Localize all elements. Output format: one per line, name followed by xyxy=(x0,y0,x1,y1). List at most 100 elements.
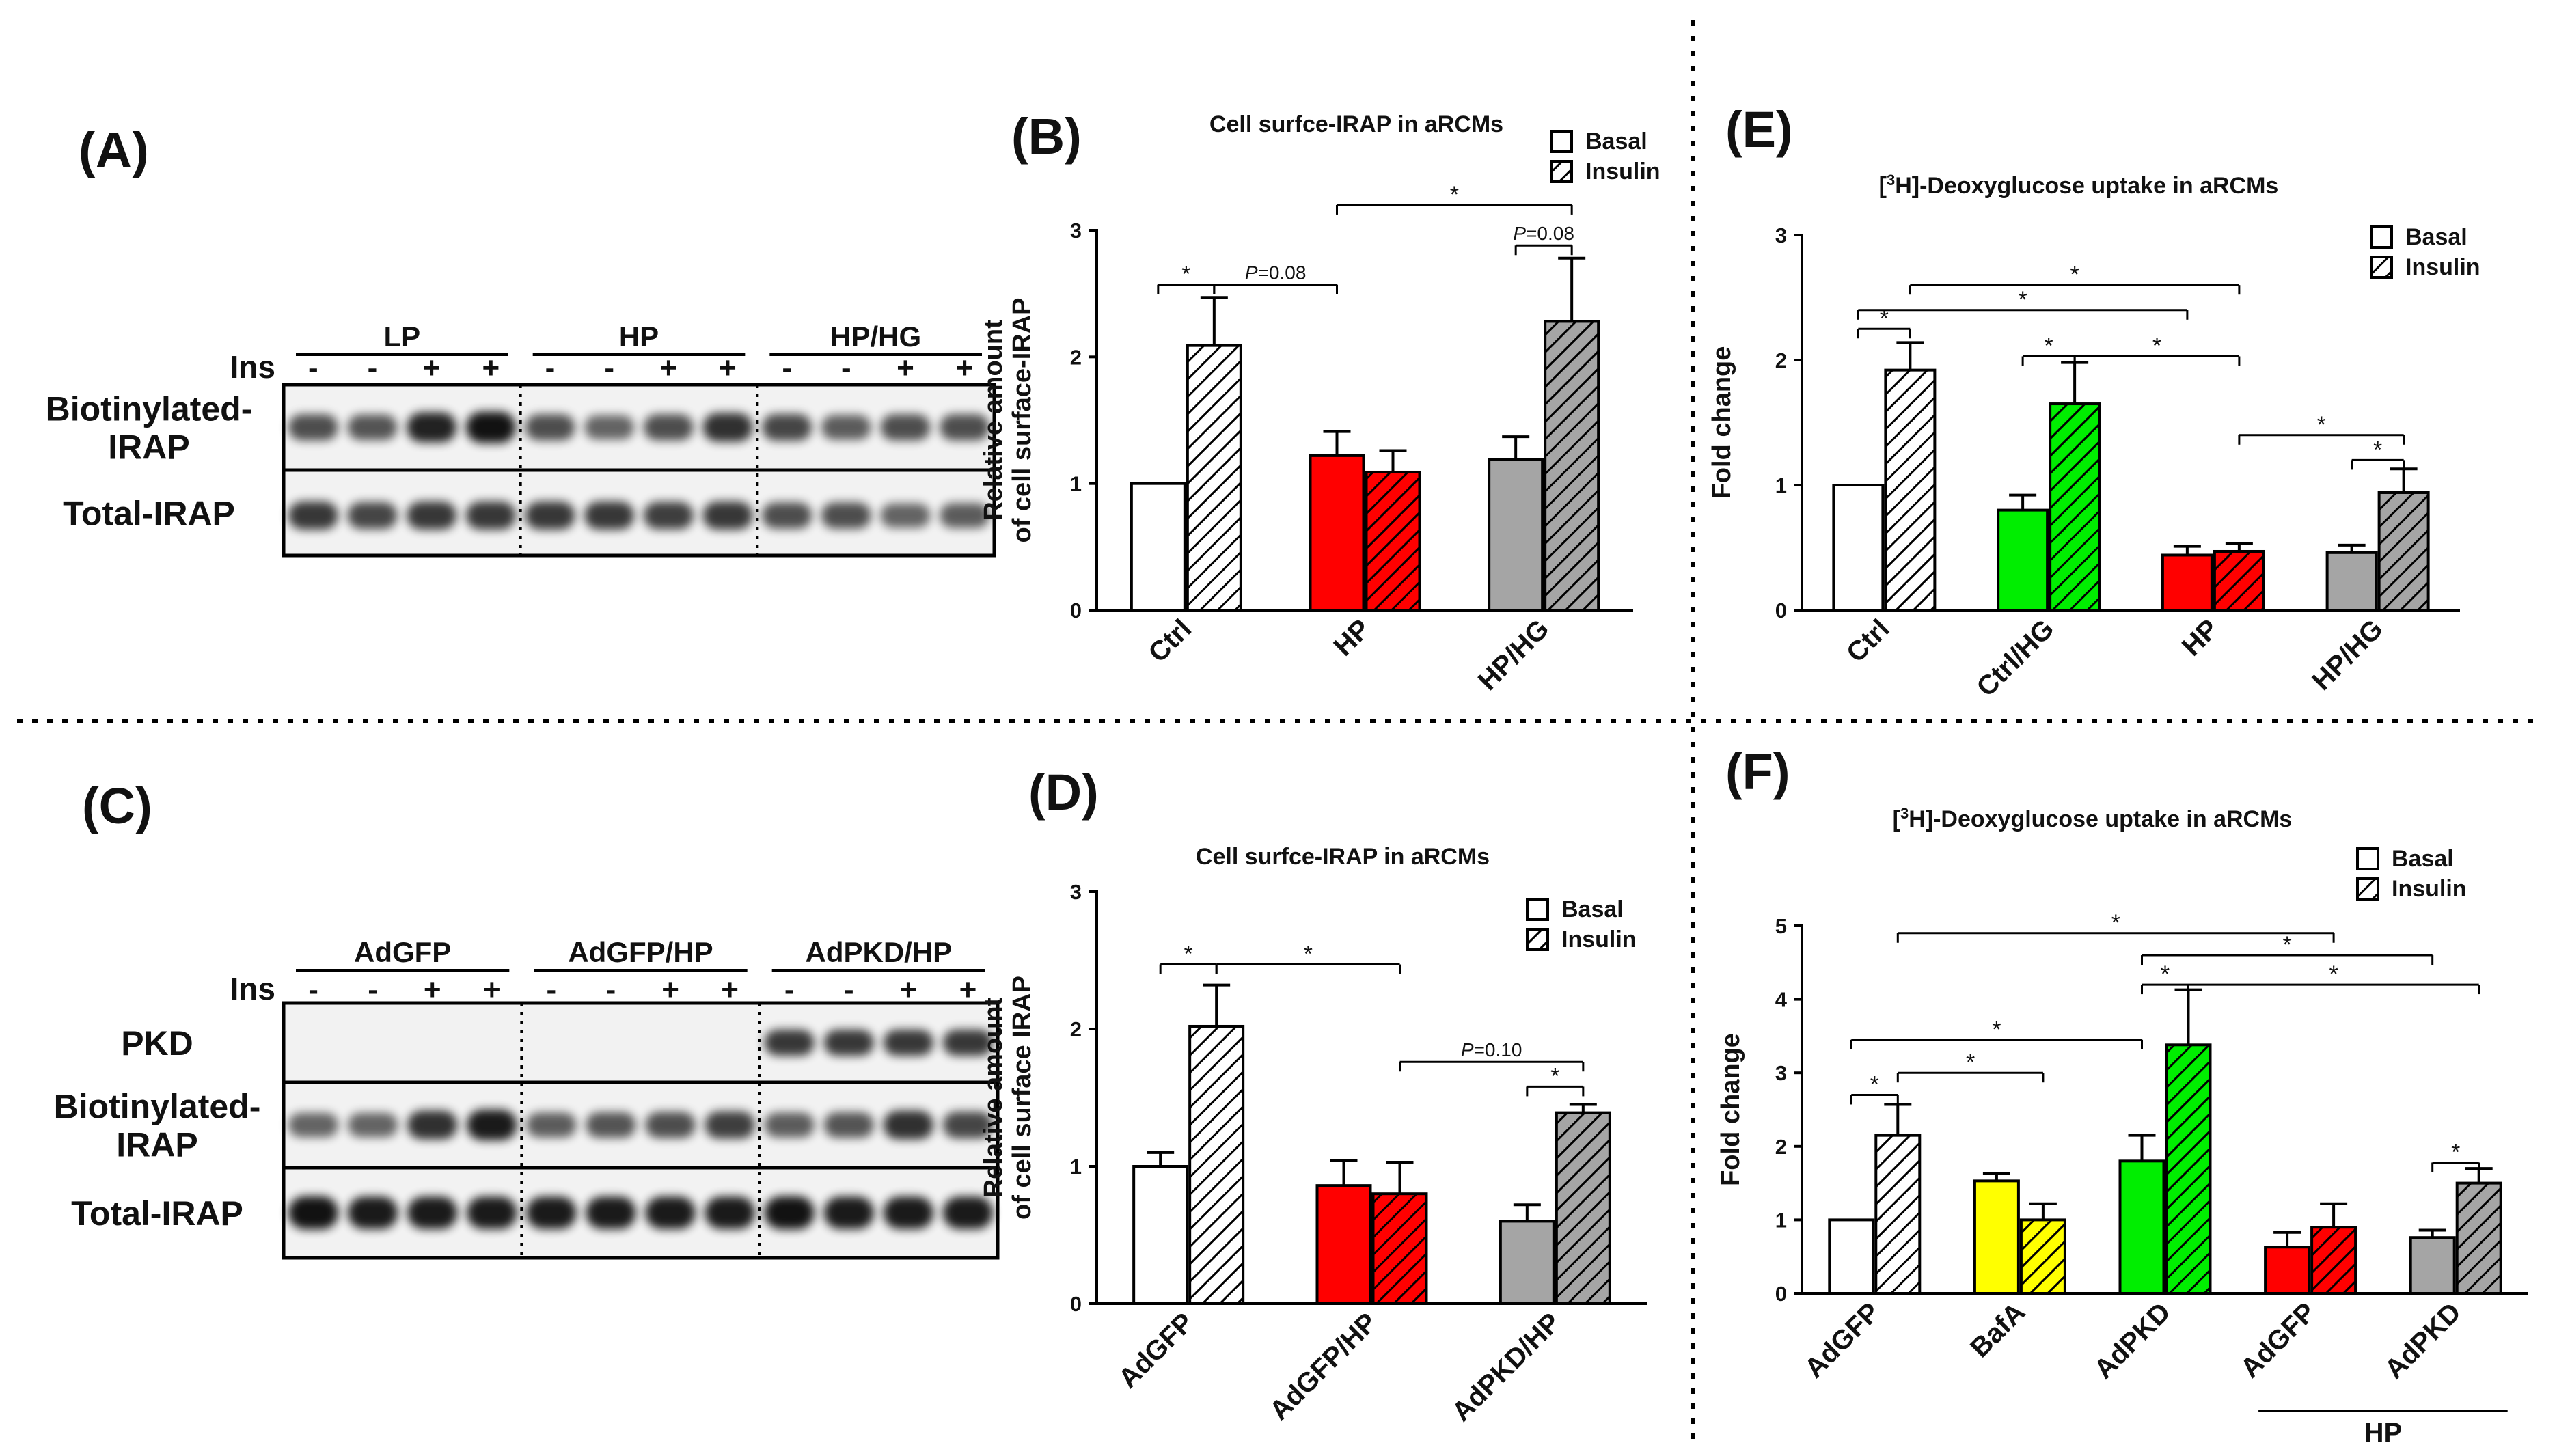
significance-label: * xyxy=(1304,942,1313,967)
category-label: AdPKD xyxy=(2088,1297,2176,1385)
bar-basal xyxy=(1130,482,1186,612)
bar-insulin xyxy=(1188,1024,1245,1305)
legend-swatch xyxy=(2370,225,2393,249)
blot-band xyxy=(526,1112,577,1138)
blot-row-label: Biotinylated- xyxy=(54,1088,261,1126)
bar-insulin xyxy=(1186,344,1242,612)
ins-sign: + xyxy=(423,351,441,385)
blot-band xyxy=(823,1196,874,1229)
ins-sign: + xyxy=(482,351,500,385)
bar-basal xyxy=(2161,553,2213,612)
significance-label: * xyxy=(2282,932,2291,958)
category-label: HP xyxy=(1328,614,1376,661)
bar-basal xyxy=(2409,1236,2456,1295)
ins-sign: + xyxy=(900,973,918,1006)
blot-band xyxy=(762,413,812,441)
y-axis-label: Fold change xyxy=(1717,1033,1745,1186)
blot-band xyxy=(643,502,694,530)
ins-sign: - xyxy=(308,973,318,1006)
bar-basal xyxy=(1488,458,1544,612)
legend-swatch xyxy=(1526,928,1549,951)
y-tick-label: 5 xyxy=(1775,914,1787,938)
ins-sign: - xyxy=(545,351,556,385)
bar-insulin xyxy=(2019,1218,2066,1295)
significance-label: * xyxy=(1181,262,1190,288)
legend-label: Basal xyxy=(2405,224,2467,250)
panel-label-f: (F) xyxy=(1725,743,1790,800)
y-tick-label: 2 xyxy=(1070,345,1082,369)
ins-sign: - xyxy=(368,973,378,1006)
blot-band xyxy=(942,1111,994,1139)
significance-label: * xyxy=(2111,910,2120,936)
blot-band xyxy=(584,501,635,530)
blot-band xyxy=(526,1196,577,1229)
significance-label: * xyxy=(2317,412,2326,438)
ins-sign: + xyxy=(659,351,677,385)
blot-band xyxy=(823,1029,874,1056)
blot-band xyxy=(586,1196,636,1229)
blot-row-label: Total-IRAP xyxy=(71,1194,243,1233)
significance-label: * xyxy=(2161,961,2170,987)
ins-sign: + xyxy=(897,351,914,385)
significance-label: P=0.10 xyxy=(1461,1039,1522,1060)
ins-sign: + xyxy=(424,973,441,1006)
panel-label-b: (B) xyxy=(1011,108,1082,165)
significance-label: P=0.08 xyxy=(1513,223,1574,244)
y-tick-label: 1 xyxy=(1070,1155,1082,1179)
ins-sign: - xyxy=(604,351,614,385)
bar-basal xyxy=(1499,1220,1555,1306)
panel-label-c: (C) xyxy=(82,778,152,834)
y-tick-label: 0 xyxy=(1070,1292,1082,1316)
blot-band xyxy=(288,501,338,530)
bar-insulin xyxy=(2310,1226,2357,1295)
y-tick-label: 0 xyxy=(1775,599,1787,622)
chart-title: Cell surfce-IRAP in aRCMs xyxy=(1196,844,1490,870)
blot-group-label: LP xyxy=(383,320,420,353)
bar-basal xyxy=(2118,1159,2165,1295)
bar-basal xyxy=(2325,551,2378,612)
blot-band xyxy=(348,1196,398,1229)
category-label: AdGFP/HP xyxy=(1264,1307,1383,1426)
significance-label: * xyxy=(1450,182,1459,208)
ins-sign: - xyxy=(784,973,795,1006)
chart-title: Cell surfce-IRAP in aRCMs xyxy=(1209,111,1503,137)
y-axis-label: Fold change xyxy=(1708,346,1736,499)
category-label: Ctrl/HG xyxy=(1971,614,2060,702)
category-label: AdPKD/HP xyxy=(1447,1307,1567,1427)
chart-title: [3H]-Deoxyglucose uptake in aRCMs xyxy=(1879,171,2279,200)
ins-sign: - xyxy=(547,973,557,1006)
ins-sign: + xyxy=(956,351,974,385)
y-axis-label: Relative amount xyxy=(979,997,1008,1198)
title-superscript: 3 xyxy=(1887,171,1895,189)
ins-sign: + xyxy=(959,973,977,1006)
category-label: Ctrl xyxy=(1841,614,1896,668)
blot-group-label: AdGFP xyxy=(354,936,451,968)
blot-band xyxy=(764,1196,815,1230)
significance-label: * xyxy=(1184,942,1193,967)
y-tick-label: 1 xyxy=(1070,472,1082,496)
blot-band xyxy=(883,1029,933,1056)
blot-group-label: AdPKD/HP xyxy=(805,936,952,968)
ins-label: Ins xyxy=(230,971,275,1006)
blot-band xyxy=(288,1112,339,1138)
y-tick-label: 2 xyxy=(1070,1017,1082,1041)
blot-band xyxy=(288,414,338,441)
y-tick-label: 2 xyxy=(1775,348,1787,372)
y-tick-label: 0 xyxy=(1070,599,1082,622)
y-tick-label: 3 xyxy=(1775,223,1787,247)
blot-band xyxy=(940,503,990,528)
title-rest: H]-Deoxyglucose uptake in aRCMs xyxy=(1909,806,2292,832)
y-tick-label: 2 xyxy=(1775,1135,1787,1159)
blot-band xyxy=(465,501,516,530)
bar-insulin xyxy=(1884,368,1937,612)
category-label: AdGFP xyxy=(1799,1297,1886,1384)
blot-band xyxy=(407,1196,458,1229)
category-label: AdPKD xyxy=(2379,1297,2467,1385)
blot-strip xyxy=(282,1001,1000,1084)
blot-band xyxy=(762,502,812,529)
ins-sign: - xyxy=(606,973,616,1006)
ins-label: Ins xyxy=(230,349,275,385)
significance-label: * xyxy=(2451,1139,2460,1165)
y-tick-label: 1 xyxy=(1775,1208,1787,1232)
